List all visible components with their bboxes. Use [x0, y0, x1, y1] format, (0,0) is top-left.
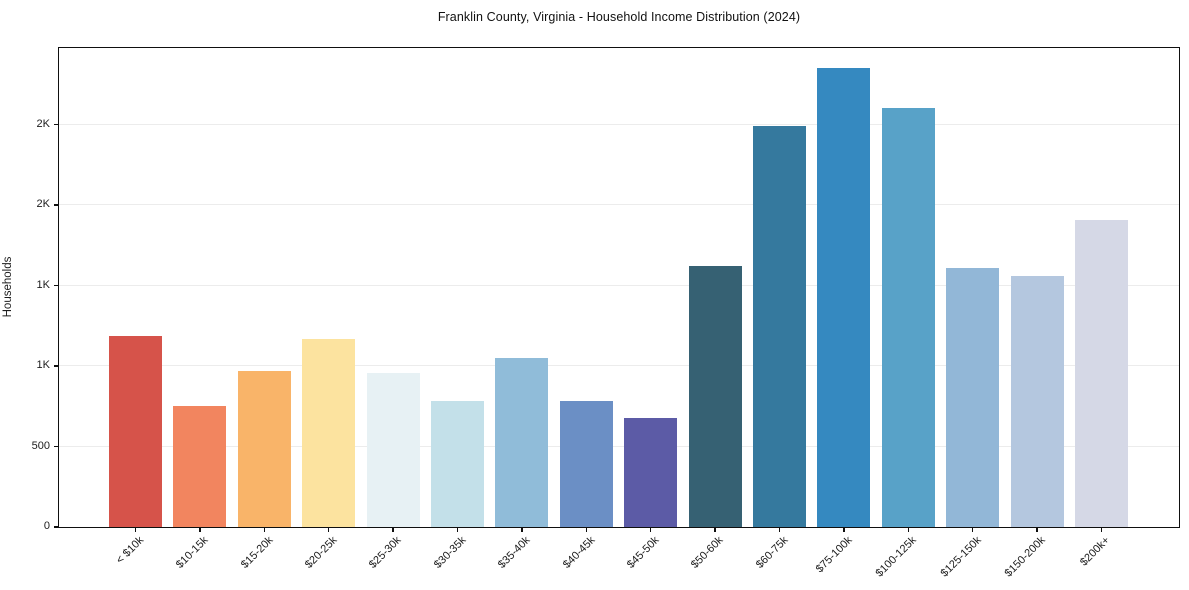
bar-$60-75k	[753, 126, 806, 527]
x-tick-mark	[1036, 527, 1038, 532]
bar-$45-50k	[624, 417, 678, 527]
bar-$15-20k	[237, 370, 291, 527]
y-tick-label: 1K	[36, 359, 50, 372]
x-tick-label: $100-125k	[873, 534, 920, 580]
bar-$10-15k	[173, 405, 227, 527]
x-tick-mark	[650, 527, 652, 532]
bar-$40-45k	[559, 401, 613, 527]
x-tick-label: $30-35k	[431, 534, 469, 571]
x-tick-mark	[456, 527, 459, 532]
plot-area: 0 500 1K 1K 2K 2K < $10k $10-15k $15-20k $20-25k $…	[32, 47, 1180, 580]
bar-$75-100k	[817, 68, 871, 527]
bar-$30-35k	[431, 400, 484, 527]
bar-$20-25k	[302, 338, 356, 527]
y-tick-label: 500	[31, 439, 50, 452]
x-tick-label: $45-50k	[624, 534, 662, 571]
x-tick-label: $25-30k	[367, 534, 404, 571]
gridline	[59, 284, 1179, 286]
plot-inner: 0 500 1K 1K 2K 2K < $10k $10-15k $15-20k $20-25k $…	[32, 48, 1179, 580]
x-tick-mark	[521, 527, 523, 532]
y-tick-mark	[54, 204, 59, 206]
x-tick-label: $15-20k	[238, 534, 276, 571]
y-tick-mark	[54, 445, 59, 448]
x-tick-mark	[263, 527, 265, 532]
bar-$50-60k	[688, 266, 742, 527]
x-tick-mark	[392, 527, 394, 532]
x-tick-mark	[134, 527, 137, 532]
chart-title: Franklin County, Virginia - Household In…	[437, 10, 801, 24]
y-tick-label: 0	[43, 520, 50, 532]
bar-$200k+	[1075, 219, 1128, 527]
x-tick-mark	[843, 527, 845, 532]
x-tick-mark	[585, 527, 587, 532]
x-tick-label: $150-200k	[1002, 534, 1048, 580]
x-tick-label: $75-100k	[813, 534, 855, 576]
x-tick-mark	[199, 527, 201, 532]
bar-$35-40k	[495, 358, 549, 527]
gridline	[59, 204, 1179, 206]
x-tick-mark	[1100, 527, 1103, 532]
y-tick-label: 2K	[36, 117, 50, 130]
gridline	[59, 445, 1179, 447]
bar-$150-200k	[1010, 275, 1064, 527]
bar-$100-125k	[881, 107, 935, 527]
bar-< $10k	[109, 336, 162, 527]
y-tick-mark	[54, 365, 59, 367]
x-tick-label: $10-15k	[174, 534, 211, 571]
x-tick-label: $40-45k	[560, 534, 598, 571]
x-tick-mark	[972, 527, 974, 532]
bar-$25-30k	[366, 372, 420, 527]
x-tick-mark	[714, 527, 716, 532]
gridline	[59, 123, 1179, 125]
x-tick-label: $50-60k	[689, 534, 726, 571]
y-tick-mark	[54, 284, 59, 287]
x-tick-label: $60-75k	[753, 534, 791, 571]
x-tick-label: $200k+	[1078, 534, 1113, 569]
x-tick-label: $35-40k	[496, 534, 533, 571]
x-tick-label: $20-25k	[302, 534, 340, 571]
gridline	[59, 365, 1179, 367]
x-tick-label: < $10k	[114, 534, 147, 567]
y-tick-label: 2K	[36, 198, 50, 211]
x-tick-mark	[328, 527, 330, 532]
y-tick-label: 1K	[36, 278, 50, 291]
x-tick-mark	[907, 527, 909, 532]
bar-$125-150k	[946, 267, 1000, 527]
y-tick-mark	[54, 526, 59, 528]
x-tick-mark	[778, 527, 781, 532]
x-tick-label: $125-150k	[938, 534, 984, 580]
y-tick-mark	[54, 123, 59, 126]
